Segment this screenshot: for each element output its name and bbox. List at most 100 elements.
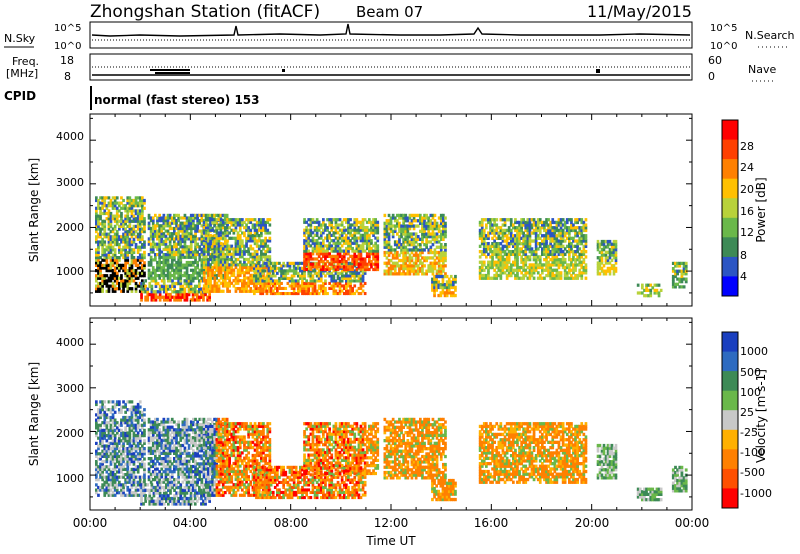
power-echo-cell-6-26-1 (437, 269, 441, 273)
power-echo-cell-8-9-3 (497, 268, 501, 272)
vel-echo-cell-0-2-34 (99, 405, 102, 409)
power-echo-cell-6-0-1 (383, 269, 387, 273)
power-echo-cell-5-7-8 (317, 246, 321, 251)
power-echo-cell-0-17-33 (130, 204, 134, 208)
power-echo-cell-2-36-9 (223, 253, 227, 257)
power-echo-cell-6-0-10 (383, 245, 387, 249)
power-echo-cell-6-16-20 (416, 219, 420, 223)
power-echo-cell-5-10-6 (324, 252, 327, 256)
power-echo-cell-3-7-10 (217, 263, 221, 267)
power-echo-cell-8-46-14 (574, 239, 577, 243)
power-echo-cell-2-30-23 (211, 216, 214, 220)
vel-echo-cell-0-4-0 (103, 493, 107, 497)
power-echo-cell-0-2-9 (99, 266, 102, 270)
power-echo-cell-8-37-8 (555, 255, 559, 259)
power-echo-cell-2-15-0 (179, 276, 183, 280)
power-echo-cell-3-5-10 (213, 263, 217, 267)
power-echo-cell-5-9-17 (322, 223, 325, 227)
power-echo-cell-8-5-5 (489, 263, 492, 267)
power-echo-cell-8-39-13 (559, 242, 563, 246)
power-echo-cell-8-19-17 (518, 231, 521, 235)
power-echo-cell-8-43-13 (568, 242, 571, 246)
power-echo-cell-4-7-5 (267, 279, 271, 283)
power-echo-cell-1-26-5 (193, 284, 197, 288)
power-echo-cell-9-8-10 (612, 245, 616, 249)
power-echo-cell-0-17-35 (130, 198, 134, 203)
power-echo-cell-9-8-1 (612, 269, 616, 273)
vel-echo-cell-0-3-3 (101, 485, 104, 490)
power-echo-cell-0-6-30 (107, 211, 111, 216)
power-echo-cell-5-26-2 (357, 262, 361, 266)
power-echo-cell-0-21-22 (138, 232, 142, 236)
power-echo-cell-5-30-1 (365, 265, 369, 269)
power-echo-cell-5-3-14 (309, 231, 313, 235)
power-echo-cell-0-15-23 (126, 230, 130, 234)
power-echo-cell-5-29-0 (363, 267, 367, 272)
power-echo-cell-1-30-1 (202, 295, 205, 299)
power-echo-cell-4-51-7 (359, 274, 363, 278)
power-echo-cell-2-14-13 (177, 242, 180, 246)
power-echo-cell-6-10-21 (404, 216, 408, 220)
power-echo-cell-8-34-3 (549, 268, 552, 272)
power-echo-cell-8-18-4 (516, 265, 519, 270)
power-echo-cell-4-26-10 (307, 266, 311, 270)
power-echo-cell-2-20-18 (189, 229, 193, 233)
power-echo-cell-4-14-0 (282, 292, 285, 296)
power-echo-cell-8-3-11 (485, 247, 488, 251)
power-echo-cell-6-10-15 (404, 232, 408, 236)
power-echo-cell-0-7-35 (109, 198, 113, 203)
power-echo-cell-1-7-3 (154, 290, 158, 294)
power-echo-cell-4-19-7 (292, 274, 296, 278)
power-echo-cell-6-5-7 (393, 253, 397, 257)
power-echo-cell-0-22-33 (141, 204, 144, 208)
power-echo-cell-8-45-10 (572, 250, 575, 254)
power-echo-cell-5-28-2 (361, 262, 365, 266)
power-echo-cell-5-35-3 (376, 260, 380, 264)
power-echo-cell-6-1-11 (385, 243, 389, 247)
power-echo-cell-8-6-0 (491, 276, 494, 280)
power-echo-cell-3-3-24 (209, 226, 212, 230)
power-echo-cell-5-11-13 (326, 233, 329, 237)
power-echo-cell-2-20-0 (189, 276, 193, 280)
power-echo-cell-8-32-10 (545, 250, 548, 254)
power-echo-cell-2-6-18 (160, 229, 164, 233)
power-echo-cell-4-42-6 (340, 276, 344, 280)
power-echo-cell-11-1-6 (674, 269, 677, 273)
power-echo-cell-0-12-32 (120, 206, 123, 210)
power-echo-cell-1-10-1 (160, 295, 164, 299)
power-echo-cell-8-5-6 (489, 260, 492, 264)
power-echo-cell-9-8-2 (612, 266, 616, 271)
power-echo-cell-6-29-6 (444, 256, 447, 260)
power-echo-cell-8-5-8 (489, 255, 492, 259)
power-echo-cell-6-12-21 (408, 216, 412, 220)
power-echo-cell-8-40-12 (561, 244, 565, 248)
power-echo-cell-0-9-28 (113, 217, 117, 221)
power-echo-cell-3-31-13 (268, 255, 272, 259)
power-echo-cell-1-12-4 (165, 287, 168, 291)
power-echo-cell-4-50-2 (357, 286, 361, 290)
power-echo-cell-4-15-0 (284, 292, 288, 296)
power-echo-cell-5-25-12 (355, 236, 359, 240)
power-echo-cell-8-39-11 (559, 247, 563, 251)
power-echo-cell-0-9-18 (113, 243, 117, 247)
power-echo-cell-1-1-3 (142, 290, 145, 294)
power-echo-cell-4-28-1 (311, 289, 315, 293)
power-echo-cell-10-6-2 (649, 288, 653, 292)
power-echo-cell-3-13-12 (230, 257, 234, 262)
nave-label: Nave (748, 63, 776, 76)
power-echo-cell-1-16-3 (173, 290, 176, 294)
power-echo-cell-0-6-27 (107, 219, 111, 223)
power-echo-cell-0-4-19 (103, 240, 107, 244)
power-echo-cell-5-30-6 (365, 252, 369, 256)
power-echo-cell-0-11-17 (118, 245, 121, 249)
power-echo-cell-2-14-4 (177, 266, 180, 270)
power-echo-cell-5-8-7 (319, 249, 323, 253)
power-echo-cell-4-31-2 (317, 286, 321, 290)
power-echo-cell-5-26-1 (357, 265, 361, 269)
power-echo-cell-5-21-18 (347, 220, 350, 224)
power-echo-cell-7-4-4 (439, 283, 443, 287)
power-echo-cell-0-5-9 (105, 266, 109, 270)
power-echo-cell-7-1-2 (433, 288, 436, 292)
power-echo-cell-2-6-6 (160, 260, 164, 265)
power-echo-cell-3-11-17 (226, 244, 229, 248)
